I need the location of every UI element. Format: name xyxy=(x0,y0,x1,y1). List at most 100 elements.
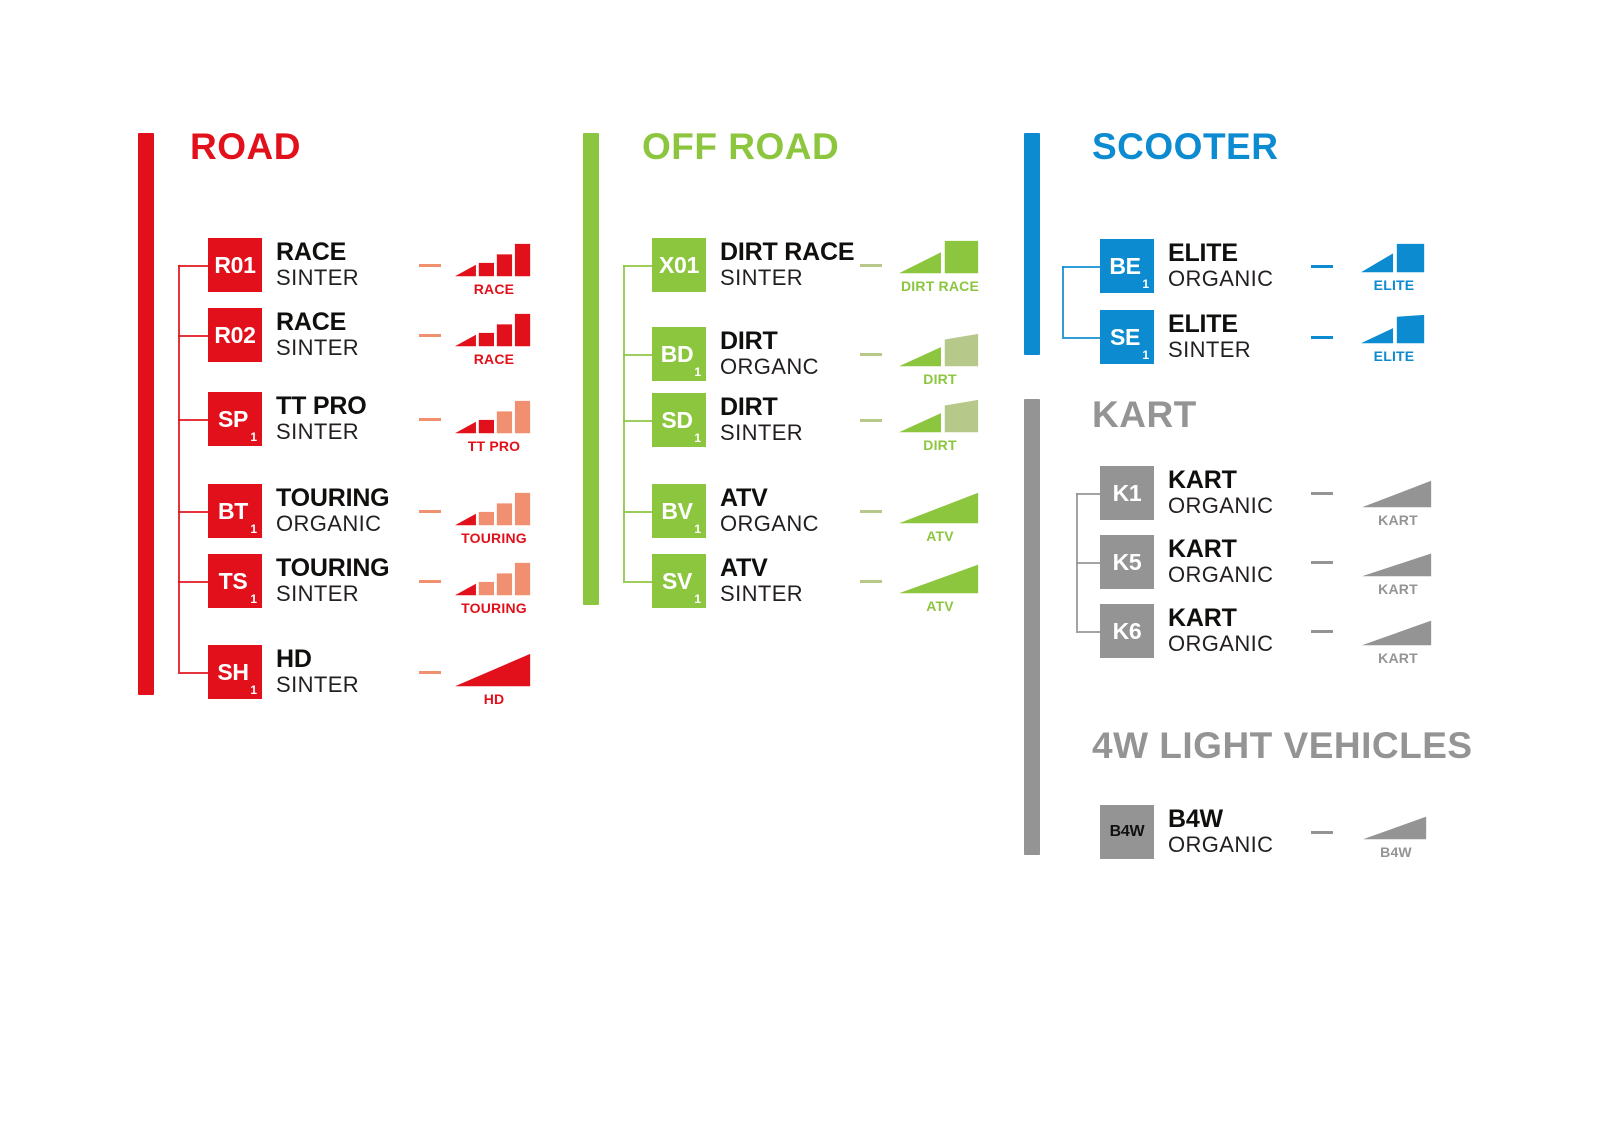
product-code-box[interactable]: R02 xyxy=(208,308,262,362)
product-code-label: BD xyxy=(660,340,694,367)
product-row[interactable]: K6 KART ORGANIC xyxy=(1100,604,1273,658)
product-code-subscript: 1 xyxy=(694,431,701,445)
product-name: KART xyxy=(1168,466,1237,495)
product-labels: DIRT SINTER xyxy=(720,394,803,446)
product-material: SINTER xyxy=(720,581,804,607)
product-code-subscript: 1 xyxy=(694,365,701,379)
section-accent-bar-kart xyxy=(1024,399,1040,855)
product-row[interactable]: K1 KART ORGANIC xyxy=(1100,466,1273,520)
product-row[interactable]: BV 1 ATV ORGANC xyxy=(652,484,819,538)
product-code-box[interactable]: K1 xyxy=(1100,466,1154,520)
product-name: ELITE xyxy=(1168,310,1238,339)
product-material: SINTER xyxy=(276,672,360,698)
product-material: SINTER xyxy=(1168,337,1252,363)
product-name: DIRT xyxy=(720,327,778,356)
product-code-label: K5 xyxy=(1112,548,1142,575)
product-code-subscript: 1 xyxy=(250,522,257,536)
product-row[interactable]: R02 RACE SINTER xyxy=(208,308,359,362)
separator-dash xyxy=(419,510,441,513)
kart2-bars-icon xyxy=(1362,553,1432,577)
product-code-box[interactable]: B4W xyxy=(1100,805,1154,859)
separator-dash xyxy=(419,334,441,337)
ttpro-bars-icon xyxy=(455,400,531,434)
product-row[interactable]: SD 1 DIRT SINTER xyxy=(652,393,803,447)
section-title-lightvehicles: 4W LIGHT VEHICLES xyxy=(1092,725,1473,766)
product-code-box[interactable]: BE 1 xyxy=(1100,239,1154,293)
kart1-bars-icon xyxy=(1362,480,1432,508)
separator-dash xyxy=(860,580,882,583)
performance-level-icon: TOURING xyxy=(455,562,533,615)
performance-level-icon: HD xyxy=(455,653,533,706)
product-row[interactable]: SV 1 ATV SINTER xyxy=(652,554,803,608)
separator-dash xyxy=(419,264,441,267)
product-material: ORGANC xyxy=(720,354,819,380)
performance-level-icon: ELITE xyxy=(1360,314,1428,363)
product-code-box[interactable]: BV 1 xyxy=(652,484,706,538)
product-code-box[interactable]: SH 1 xyxy=(208,645,262,699)
product-code-box[interactable]: SD 1 xyxy=(652,393,706,447)
product-row[interactable]: X01 DIRT RACE SINTER xyxy=(652,238,855,292)
icon-caption: DIRT xyxy=(923,371,957,387)
dirt-bars-icon xyxy=(899,399,979,433)
product-labels: ELITE SINTER xyxy=(1168,311,1251,363)
separator-dash xyxy=(1311,561,1333,564)
separator-dash xyxy=(860,510,882,513)
product-row[interactable]: BD 1 DIRT ORGANC xyxy=(652,327,819,381)
product-row[interactable]: TS 1 TOURING SINTER xyxy=(208,554,390,608)
product-row[interactable]: R01 RACE SINTER xyxy=(208,238,359,292)
kart3-bars-icon xyxy=(1362,620,1432,646)
performance-level-icon: TOURING xyxy=(455,492,533,545)
product-code-box[interactable]: SV 1 xyxy=(652,554,706,608)
product-row[interactable]: B4W B4W ORGANIC xyxy=(1100,805,1273,859)
icon-caption: ATV xyxy=(926,528,954,544)
product-code-box[interactable]: BT 1 xyxy=(208,484,262,538)
separator-dash xyxy=(860,419,882,422)
product-code-label: BE xyxy=(1109,252,1141,279)
product-material: ORGANIC xyxy=(1168,631,1274,657)
product-row[interactable]: BE 1 ELITE ORGANIC xyxy=(1100,239,1273,293)
icon-caption: DIRT RACE xyxy=(900,278,980,294)
icon-caption: B4W xyxy=(1380,844,1412,860)
separator-dash xyxy=(860,264,882,267)
hd-bars-icon xyxy=(455,653,531,687)
product-name: DIRT xyxy=(720,393,778,422)
dirtrace-bars-icon xyxy=(899,240,979,274)
product-material: SINTER xyxy=(276,581,360,607)
product-material: SINTER xyxy=(720,265,804,291)
product-code-box[interactable]: K6 xyxy=(1100,604,1154,658)
product-row[interactable]: SH 1 HD SINTER xyxy=(208,645,359,699)
section-title-scooter: SCOOTER xyxy=(1092,126,1279,167)
product-name: TOURING xyxy=(276,554,390,583)
product-code-label: SE xyxy=(1109,323,1141,350)
product-row[interactable]: SE 1 ELITE SINTER xyxy=(1100,310,1251,364)
performance-level-icon: DIRT RACE xyxy=(898,240,982,293)
product-code-box[interactable]: TS 1 xyxy=(208,554,262,608)
product-code-label: SP xyxy=(217,405,249,432)
product-code-label: R02 xyxy=(214,321,256,348)
product-row[interactable]: K5 KART ORGANIC xyxy=(1100,535,1273,589)
separator-dash xyxy=(1311,336,1333,339)
product-code-box[interactable]: X01 xyxy=(652,238,706,292)
product-material: ORGANIC xyxy=(1168,266,1274,292)
icon-caption: KART xyxy=(1378,650,1418,666)
separator-dash xyxy=(419,671,441,674)
product-material: SINTER xyxy=(276,419,360,445)
product-code-box[interactable]: SP 1 xyxy=(208,392,262,446)
product-code-label: TS xyxy=(218,567,248,594)
product-labels: TOURING ORGANIC xyxy=(276,485,390,537)
product-row[interactable]: BT 1 TOURING ORGANIC xyxy=(208,484,390,538)
product-row[interactable]: SP 1 TT PRO SINTER xyxy=(208,392,367,446)
product-labels: RACE SINTER xyxy=(276,309,359,361)
section-title-road: ROAD xyxy=(190,126,301,167)
product-code-box[interactable]: BD 1 xyxy=(652,327,706,381)
product-labels: ATV ORGANC xyxy=(720,485,819,537)
icon-caption: RACE xyxy=(473,281,515,297)
icon-caption: TT PRO xyxy=(467,438,521,454)
product-code-box[interactable]: SE 1 xyxy=(1100,310,1154,364)
product-material: ORGANIC xyxy=(276,511,382,537)
product-code-box[interactable]: R01 xyxy=(208,238,262,292)
product-code-box[interactable]: K5 xyxy=(1100,535,1154,589)
product-code-subscript: 1 xyxy=(694,592,701,606)
product-labels: RACE SINTER xyxy=(276,239,359,291)
